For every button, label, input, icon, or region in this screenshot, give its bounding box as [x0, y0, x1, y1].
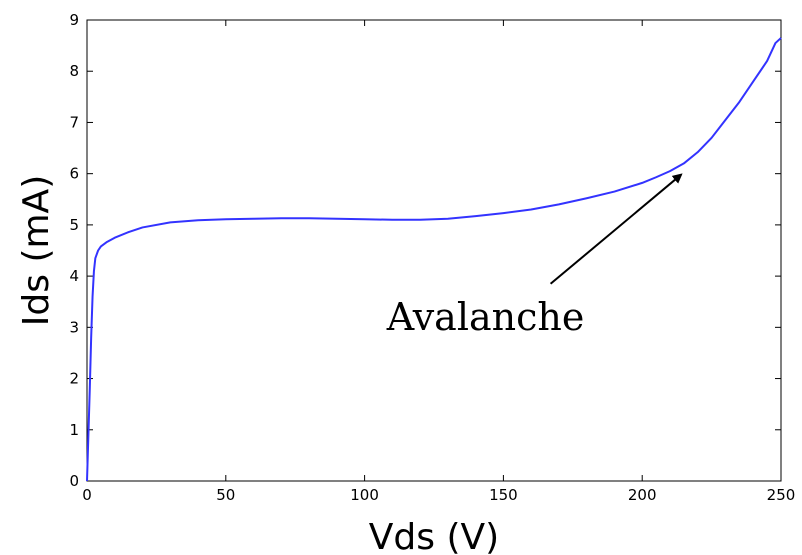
x-tick-label: 100 [350, 486, 379, 504]
annotation-avalanche: Avalanche [386, 295, 585, 339]
annotation-arrow-0 [549, 173, 683, 285]
x-tick-label: 150 [489, 486, 518, 504]
x-tick-label: 50 [216, 486, 235, 504]
plot-area: 0 50 100 150 200 250 0 1 2 3 4 5 6 7 8 9 [69, 11, 795, 504]
x-tick-label: 250 [767, 486, 796, 504]
y-tick-label: 8 [69, 62, 79, 80]
x-axis-label: Vds (V) [369, 517, 499, 555]
plot-frame [86, 19, 782, 482]
x-tick-label: 0 [82, 486, 92, 504]
x-tick-label: 200 [628, 486, 657, 504]
y-tick-label: 0 [69, 472, 79, 490]
y-tick-label: 7 [69, 113, 79, 131]
y-tick-label: 6 [69, 165, 79, 183]
y-tick-label: 1 [69, 421, 79, 439]
y-axis-label: Ids (mA) [16, 175, 57, 326]
y-tick-label: 4 [69, 267, 79, 285]
y-tick-label: 9 [69, 11, 79, 29]
y-tick-label: 2 [69, 370, 79, 388]
series-line-0 [86, 37, 782, 482]
y-tick-label: 5 [69, 216, 79, 234]
y-tick-label: 3 [69, 318, 79, 336]
